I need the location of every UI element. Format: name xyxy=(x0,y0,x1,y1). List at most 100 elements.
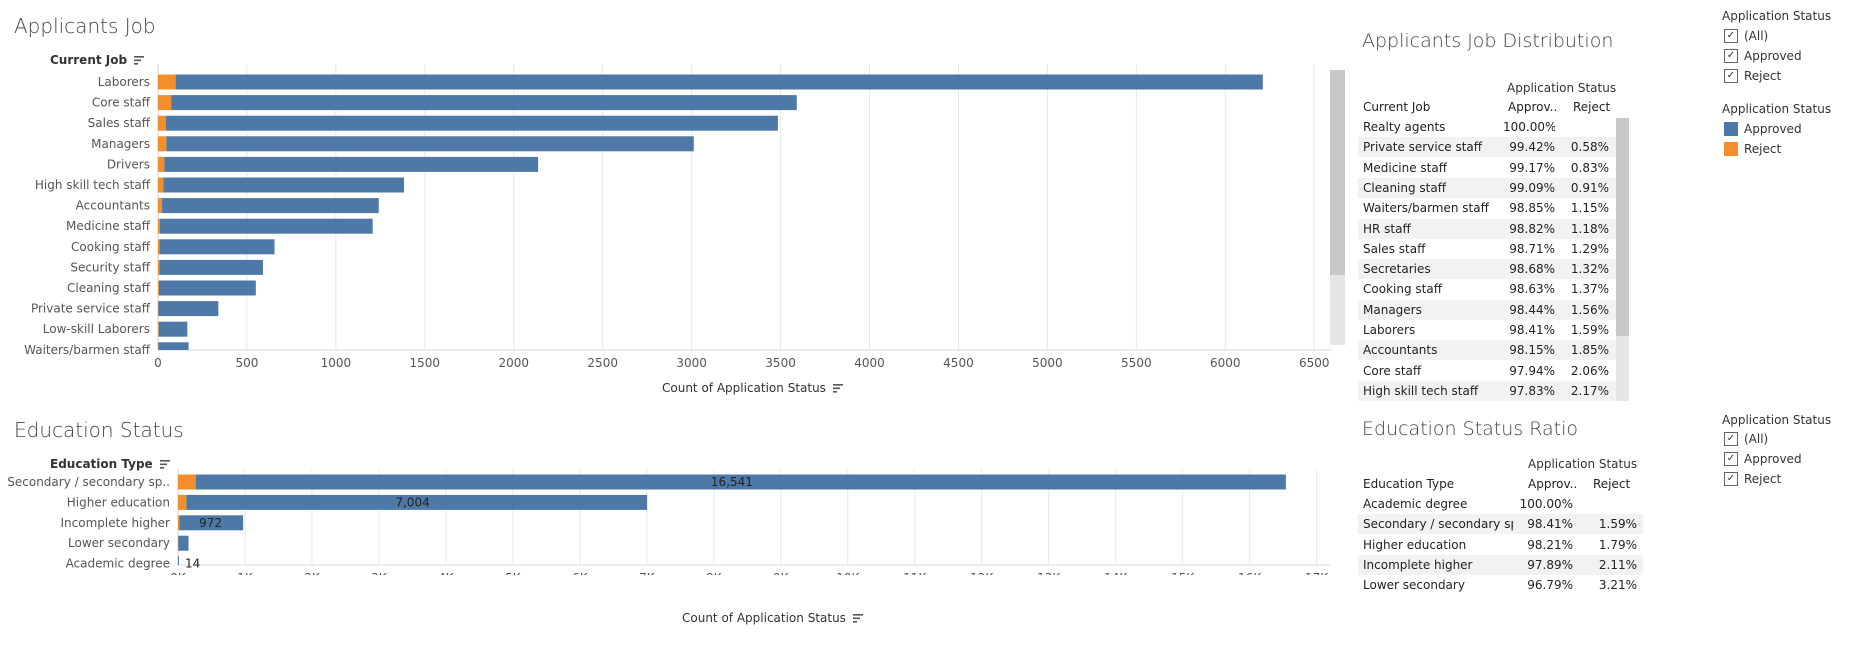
row-label: Lower secondary xyxy=(1363,578,1465,593)
table-row[interactable]: Incomplete higher 97.89% 2.11% xyxy=(1358,554,1643,575)
data-label: 16,541 xyxy=(711,475,753,489)
job-table-scrollbar[interactable] xyxy=(1616,118,1629,401)
education-type-header-label: Education Type xyxy=(50,457,153,471)
row-label: High skill tech staff xyxy=(1363,383,1479,398)
sort-icon[interactable] xyxy=(852,614,863,623)
legend-item[interactable]: Reject xyxy=(1724,141,1781,157)
category-label: Drivers xyxy=(107,157,150,171)
job-chart-scrollbar-thumb[interactable] xyxy=(1330,70,1345,275)
checkbox-icon[interactable]: ✓ xyxy=(1724,48,1738,63)
job-table-scrollbar-thumb[interactable] xyxy=(1616,118,1629,336)
checkbox-icon[interactable]: ✓ xyxy=(1724,68,1738,83)
category-label: Security staff xyxy=(70,260,150,274)
row-label: Secondary / secondary sp.. xyxy=(1363,517,1513,532)
x-tick-label: 13K xyxy=(1037,571,1061,575)
row-label: Cleaning staff xyxy=(1363,180,1447,195)
table-row[interactable]: Secondary / secondary sp.. 98.41% 1.59% xyxy=(1358,514,1643,535)
checkbox-icon[interactable]: ✓ xyxy=(1724,431,1738,446)
bar-reject xyxy=(158,177,164,193)
row-label: Laborers xyxy=(1363,323,1416,337)
x-tick-label: 5K xyxy=(505,571,522,575)
bar-reject xyxy=(158,218,160,234)
column-header-reject[interactable]: Reject xyxy=(1593,477,1631,491)
filter-option[interactable]: ✓ Reject xyxy=(1724,471,1781,487)
checkbox-icon[interactable]: ✓ xyxy=(1724,471,1738,486)
table-row[interactable]: Realty agents 100.00% xyxy=(1358,117,1616,137)
table-row[interactable]: Higher education 98.21% 1.79% xyxy=(1358,535,1643,555)
bar-approved xyxy=(159,259,263,275)
approved-pct-cell: 100.00% xyxy=(1503,120,1555,134)
bar-reject xyxy=(158,239,160,255)
filter-top-title: Application Status xyxy=(1722,9,1832,23)
approved-pct-cell: 98.71% xyxy=(1509,241,1555,256)
table-row[interactable]: Accountants 98.15% 1.85% xyxy=(1358,340,1616,361)
bar-reject xyxy=(178,494,187,510)
reject-pct-cell: 1.56% xyxy=(1570,302,1609,317)
checkbox-icon[interactable]: ✓ xyxy=(1724,451,1738,466)
job-x-axis-title[interactable]: Count of Application Status xyxy=(662,381,843,395)
column-header-education-type[interactable]: Education Type xyxy=(1363,477,1455,491)
approved-pct-cell: 98.44% xyxy=(1509,302,1555,317)
row-label: Realty agents xyxy=(1363,120,1446,134)
table-row[interactable]: Lower secondary 96.79% 3.21% xyxy=(1358,575,1643,595)
table-row[interactable]: Managers 98.44% 1.56% xyxy=(1358,299,1616,320)
category-label: Academic degree xyxy=(66,557,170,571)
category-label: Waiters/barmen staff xyxy=(24,343,151,357)
column-header-reject[interactable]: Reject xyxy=(1573,100,1611,114)
x-tick-label: 6K xyxy=(572,571,589,575)
table-row[interactable]: Core staff 97.94% 2.06% xyxy=(1358,361,1616,381)
legend-swatch xyxy=(1724,141,1738,156)
approved-pct-cell: 98.41% xyxy=(1509,323,1555,337)
bar-approved xyxy=(163,177,405,193)
x-tick-label: 11K xyxy=(903,571,927,575)
column-header-approved[interactable]: Approv.. xyxy=(1528,477,1578,491)
sort-icon[interactable] xyxy=(832,384,843,393)
approved-pct-cell: 99.09% xyxy=(1509,180,1555,195)
table-row[interactable]: Cleaning staff 99.09% 0.91% xyxy=(1358,177,1616,198)
edu-x-axis-title[interactable]: Count of Application Status xyxy=(682,611,863,625)
current-job-header[interactable]: Current Job xyxy=(50,53,145,67)
filter-option[interactable]: ✓ Approved xyxy=(1724,451,1802,467)
bar-approved xyxy=(164,156,539,172)
x-tick-label: 5000 xyxy=(1032,356,1063,370)
filter-option[interactable]: ✓ Approved xyxy=(1724,48,1802,64)
education-type-header[interactable]: Education Type xyxy=(50,457,170,471)
filter-option-label: Approved xyxy=(1744,49,1802,63)
x-tick-label: 5500 xyxy=(1121,356,1152,370)
table-row[interactable]: Cooking staff 98.63% 1.37% xyxy=(1358,279,1616,299)
table-row[interactable]: Secretaries 98.68% 1.32% xyxy=(1358,259,1616,280)
column-header-approved[interactable]: Approv.. xyxy=(1508,100,1558,114)
reject-pct-cell: 0.83% xyxy=(1570,160,1609,175)
approved-pct-cell: 97.89% xyxy=(1527,557,1573,572)
approved-pct-cell: 98.85% xyxy=(1509,201,1555,216)
filter-option-label: (All) xyxy=(1744,432,1769,446)
filter-option[interactable]: ✓ (All) xyxy=(1724,431,1768,447)
x-tick-label: 0 xyxy=(154,356,162,370)
bar-reject xyxy=(178,515,180,531)
job-chart-scrollbar[interactable] xyxy=(1330,70,1345,345)
table-row[interactable]: Waiters/barmen staff 98.85% 1.15% xyxy=(1358,198,1616,218)
table-row[interactable]: Private service staff 99.42% 0.58% xyxy=(1358,137,1616,158)
x-tick-label: 7K xyxy=(639,571,656,575)
job-distribution-title: Applicants Job Distribution xyxy=(1362,30,1614,52)
sort-icon[interactable] xyxy=(159,460,170,469)
category-label: Cleaning staff xyxy=(67,281,151,295)
column-header-current-job[interactable]: Current Job xyxy=(1363,100,1431,114)
table-row[interactable]: High skill tech staff 97.83% 2.17% xyxy=(1358,380,1616,401)
checkbox-icon[interactable]: ✓ xyxy=(1724,28,1738,43)
sort-icon[interactable] xyxy=(134,56,145,65)
bar-approved xyxy=(166,115,778,131)
education-ratio-title: Education Status Ratio xyxy=(1362,418,1578,440)
reject-pct-cell: 2.17% xyxy=(1570,383,1609,398)
table-row[interactable]: Academic degree 100.00% xyxy=(1358,494,1643,514)
table-row[interactable]: Sales staff 98.71% 1.29% xyxy=(1358,239,1616,259)
filter-option[interactable]: ✓ (All) xyxy=(1724,28,1768,44)
table-row[interactable]: HR staff 98.82% 1.18% xyxy=(1358,218,1616,239)
category-label: Sales staff xyxy=(88,116,151,130)
legend-item[interactable]: Approved xyxy=(1724,121,1802,137)
table-row[interactable]: Medicine staff 99.17% 0.83% xyxy=(1358,158,1616,178)
x-tick-label: 17K xyxy=(1305,571,1329,575)
table-row[interactable]: Laborers 98.41% 1.59% xyxy=(1358,320,1616,340)
bar-approved xyxy=(195,474,1286,490)
filter-option[interactable]: ✓ Reject xyxy=(1724,68,1781,84)
